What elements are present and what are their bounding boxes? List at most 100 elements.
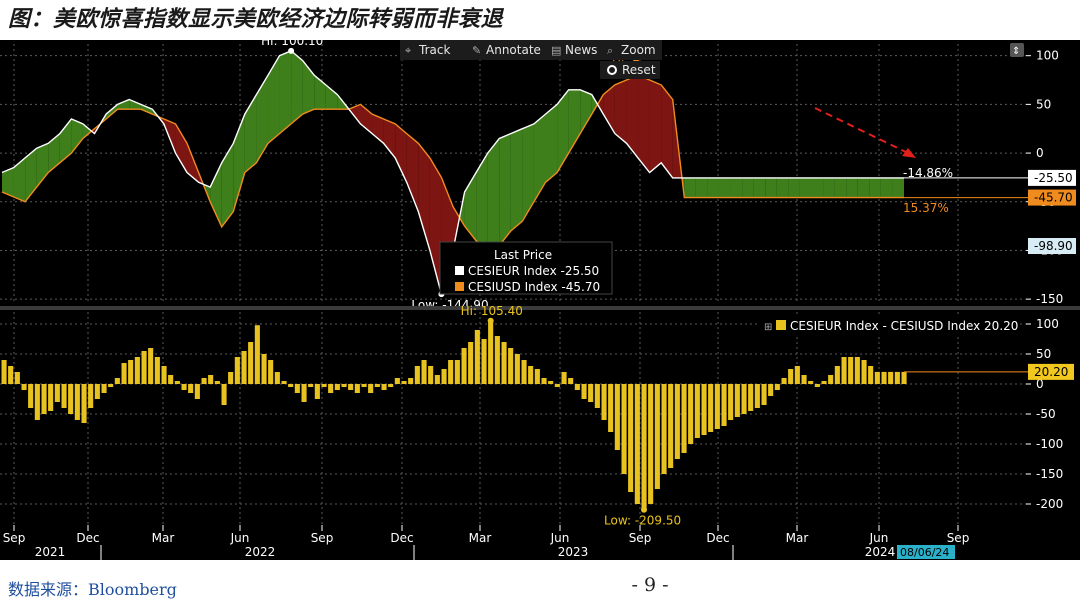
date-stamp-bg <box>897 545 955 559</box>
spread-bar <box>268 360 274 384</box>
usd-above-band <box>649 80 662 173</box>
spread-bar <box>741 384 747 414</box>
spread-bar <box>248 342 254 384</box>
usd-above-band <box>661 84 673 178</box>
spread-bar <box>194 384 200 399</box>
annotation-eur-change: -14.86% <box>903 166 953 180</box>
eur-above-band <box>210 162 222 227</box>
spread-bar <box>461 348 467 384</box>
spread-bar <box>561 372 567 384</box>
eur-above-band <box>499 133 511 246</box>
spread-bar <box>394 378 400 384</box>
trend-arrow-line <box>814 107 911 155</box>
hi-marker <box>487 317 494 324</box>
eur-above-band <box>753 177 766 198</box>
eur-above-band <box>892 177 904 198</box>
bloomberg-chart-panel[interactable]: 100500-50-100-150100500-50-100-150-200Hi… <box>0 40 1080 560</box>
x-month-label: Sep <box>311 531 334 545</box>
eur-above-band <box>233 114 245 212</box>
spread-bar <box>214 381 220 384</box>
spread-bar <box>581 384 587 399</box>
surprise-index-chart[interactable]: 100500-50-100-150100500-50-100-150-200Hi… <box>0 40 1080 560</box>
reset-button[interactable] <box>600 61 660 79</box>
x-month-label: Dec <box>706 531 729 545</box>
spread-bar <box>554 384 560 387</box>
spread-bar <box>841 357 847 384</box>
spread-bar <box>361 384 367 387</box>
eur-above-band <box>13 157 26 202</box>
eur-above-band <box>695 177 708 198</box>
spread-bar <box>334 384 340 390</box>
usd-last-label-bg <box>1028 189 1076 206</box>
spread-bar <box>774 384 780 390</box>
track-button[interactable] <box>403 41 461 59</box>
spread-bar <box>834 366 840 384</box>
spread-bar <box>781 378 787 384</box>
y-tick-label: 50 <box>1036 347 1051 361</box>
spread-bar <box>108 384 114 387</box>
eur-above-band <box>71 118 83 154</box>
spread-bar <box>694 384 700 438</box>
x-axis-area <box>0 527 1026 560</box>
spread-bar <box>341 384 347 387</box>
spread-bar <box>121 363 127 384</box>
annotate-button[interactable] <box>470 41 552 59</box>
spread-bar <box>421 360 427 384</box>
spread-bar <box>88 384 94 408</box>
x-month-label: Mar <box>786 531 809 545</box>
legend-entry-spread: CESIEUR Index - CESIUSD Index 20.20 <box>790 319 1018 333</box>
panel-toggle[interactable] <box>1010 43 1024 57</box>
eur-above-band <box>846 177 858 198</box>
x-month-label: Dec <box>76 531 99 545</box>
news-button[interactable] <box>549 41 599 59</box>
eur-above-band <box>545 104 558 183</box>
spread-bar <box>188 384 194 393</box>
track-icon: ⌖ <box>405 44 411 57</box>
eur-above-band <box>880 177 893 198</box>
eur-above-band <box>279 50 292 134</box>
x-month-label: Mar <box>152 531 175 545</box>
spread-bar <box>894 371 900 384</box>
legend-title: Last Price <box>494 248 552 262</box>
spread-bar <box>294 384 300 393</box>
x-month-label: Jun <box>869 531 889 545</box>
spread-bar <box>874 371 880 384</box>
spread-bar <box>288 384 294 387</box>
panel-toggle-icon: ⇕ <box>1012 46 1020 57</box>
spread-bar <box>474 330 480 384</box>
usd-above-band <box>597 94 604 115</box>
spread-bar <box>634 384 640 504</box>
spread-bar <box>161 366 167 384</box>
y-tick-label: -100 <box>1036 437 1063 451</box>
spread-bar <box>368 384 374 393</box>
spread-bar <box>614 384 620 450</box>
y-tick-label: 100 <box>1036 317 1059 331</box>
spread-bar <box>54 384 60 402</box>
eur-above-band <box>487 138 500 251</box>
x-month-label: Jun <box>550 531 570 545</box>
spread-bar <box>868 366 874 384</box>
spread-bar <box>374 384 380 387</box>
spread-bar <box>754 384 760 408</box>
spread-bar <box>528 366 534 384</box>
x-year-label: 2021 <box>35 545 66 559</box>
hi-marker <box>288 47 295 54</box>
spread-bar <box>254 325 260 384</box>
spread-bar <box>821 381 827 384</box>
spread-bar <box>274 372 280 384</box>
legend-entry-usd: CESIUSD Index -45.70 <box>468 280 600 294</box>
annotation-low-spread: Low: -209.50 <box>604 514 681 528</box>
spread-bar <box>728 384 734 420</box>
eur-above-band <box>25 148 37 202</box>
annotate-button-label: Annotate <box>486 43 541 57</box>
spread-bar <box>648 384 654 504</box>
spread-bar <box>848 357 854 384</box>
spread-bar <box>354 384 360 393</box>
spread-bar <box>348 384 354 390</box>
spread-bar <box>608 384 614 432</box>
spread-bar <box>8 366 14 384</box>
zoom-button[interactable] <box>605 41 655 59</box>
y-tick-label: -150 <box>1036 467 1063 481</box>
spread-bar <box>61 384 67 408</box>
spread-bar <box>888 371 894 384</box>
